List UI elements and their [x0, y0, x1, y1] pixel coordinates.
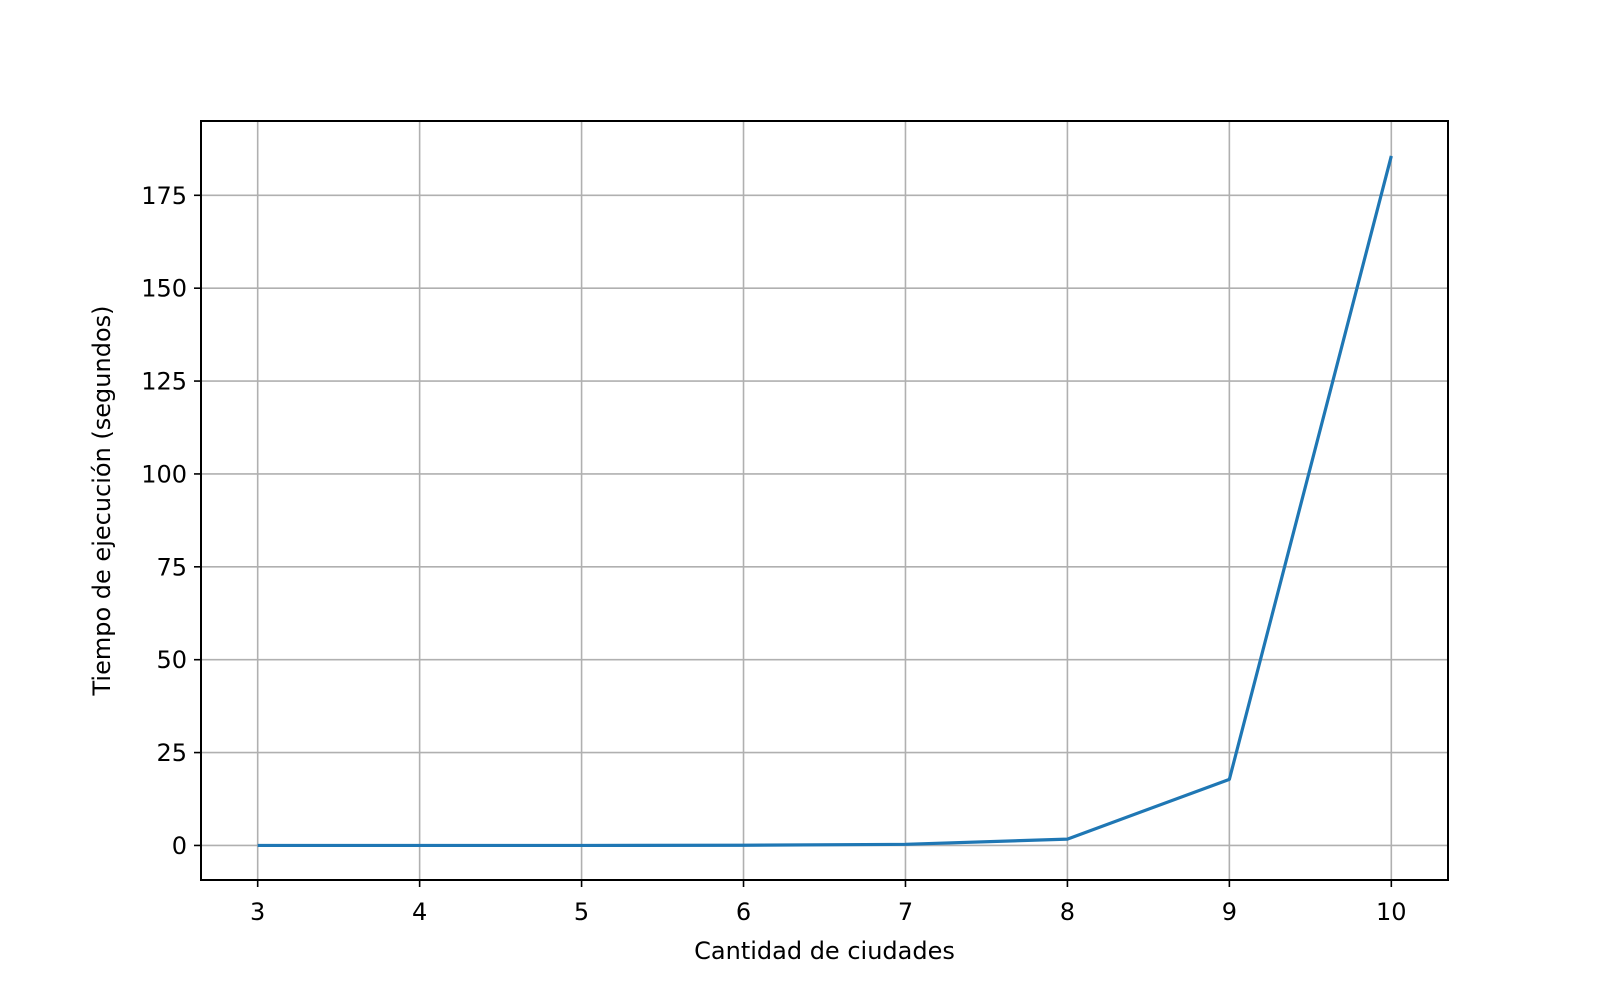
x-axis-label: Cantidad de ciudades [694, 937, 955, 965]
x-tick-label: 4 [412, 898, 427, 926]
x-tick-label: 9 [1222, 898, 1237, 926]
y-tick-label: 150 [141, 275, 187, 303]
y-tick-label: 125 [141, 368, 187, 396]
y-tick-label: 75 [156, 553, 187, 581]
x-tick-label: 10 [1376, 898, 1407, 926]
x-tick-label: 5 [574, 898, 589, 926]
y-tick-label: 50 [156, 646, 187, 674]
series-line-1 [257, 155, 1393, 848]
x-tick-label: 7 [898, 898, 913, 926]
y-tick-label: 25 [156, 739, 187, 767]
series-layer [257, 155, 1393, 848]
y-tick-label: 175 [141, 182, 187, 210]
y-tick-label: 0 [172, 832, 187, 860]
y-axis-label: Tiempo de ejecución (segundos) [88, 306, 116, 697]
x-tick-label: 8 [1060, 898, 1075, 926]
grid [201, 121, 1448, 880]
x-tick-label: 6 [736, 898, 751, 926]
x-tick-label: 3 [250, 898, 265, 926]
plot-frame [200, 120, 1449, 881]
y-tick-label: 100 [141, 460, 187, 488]
